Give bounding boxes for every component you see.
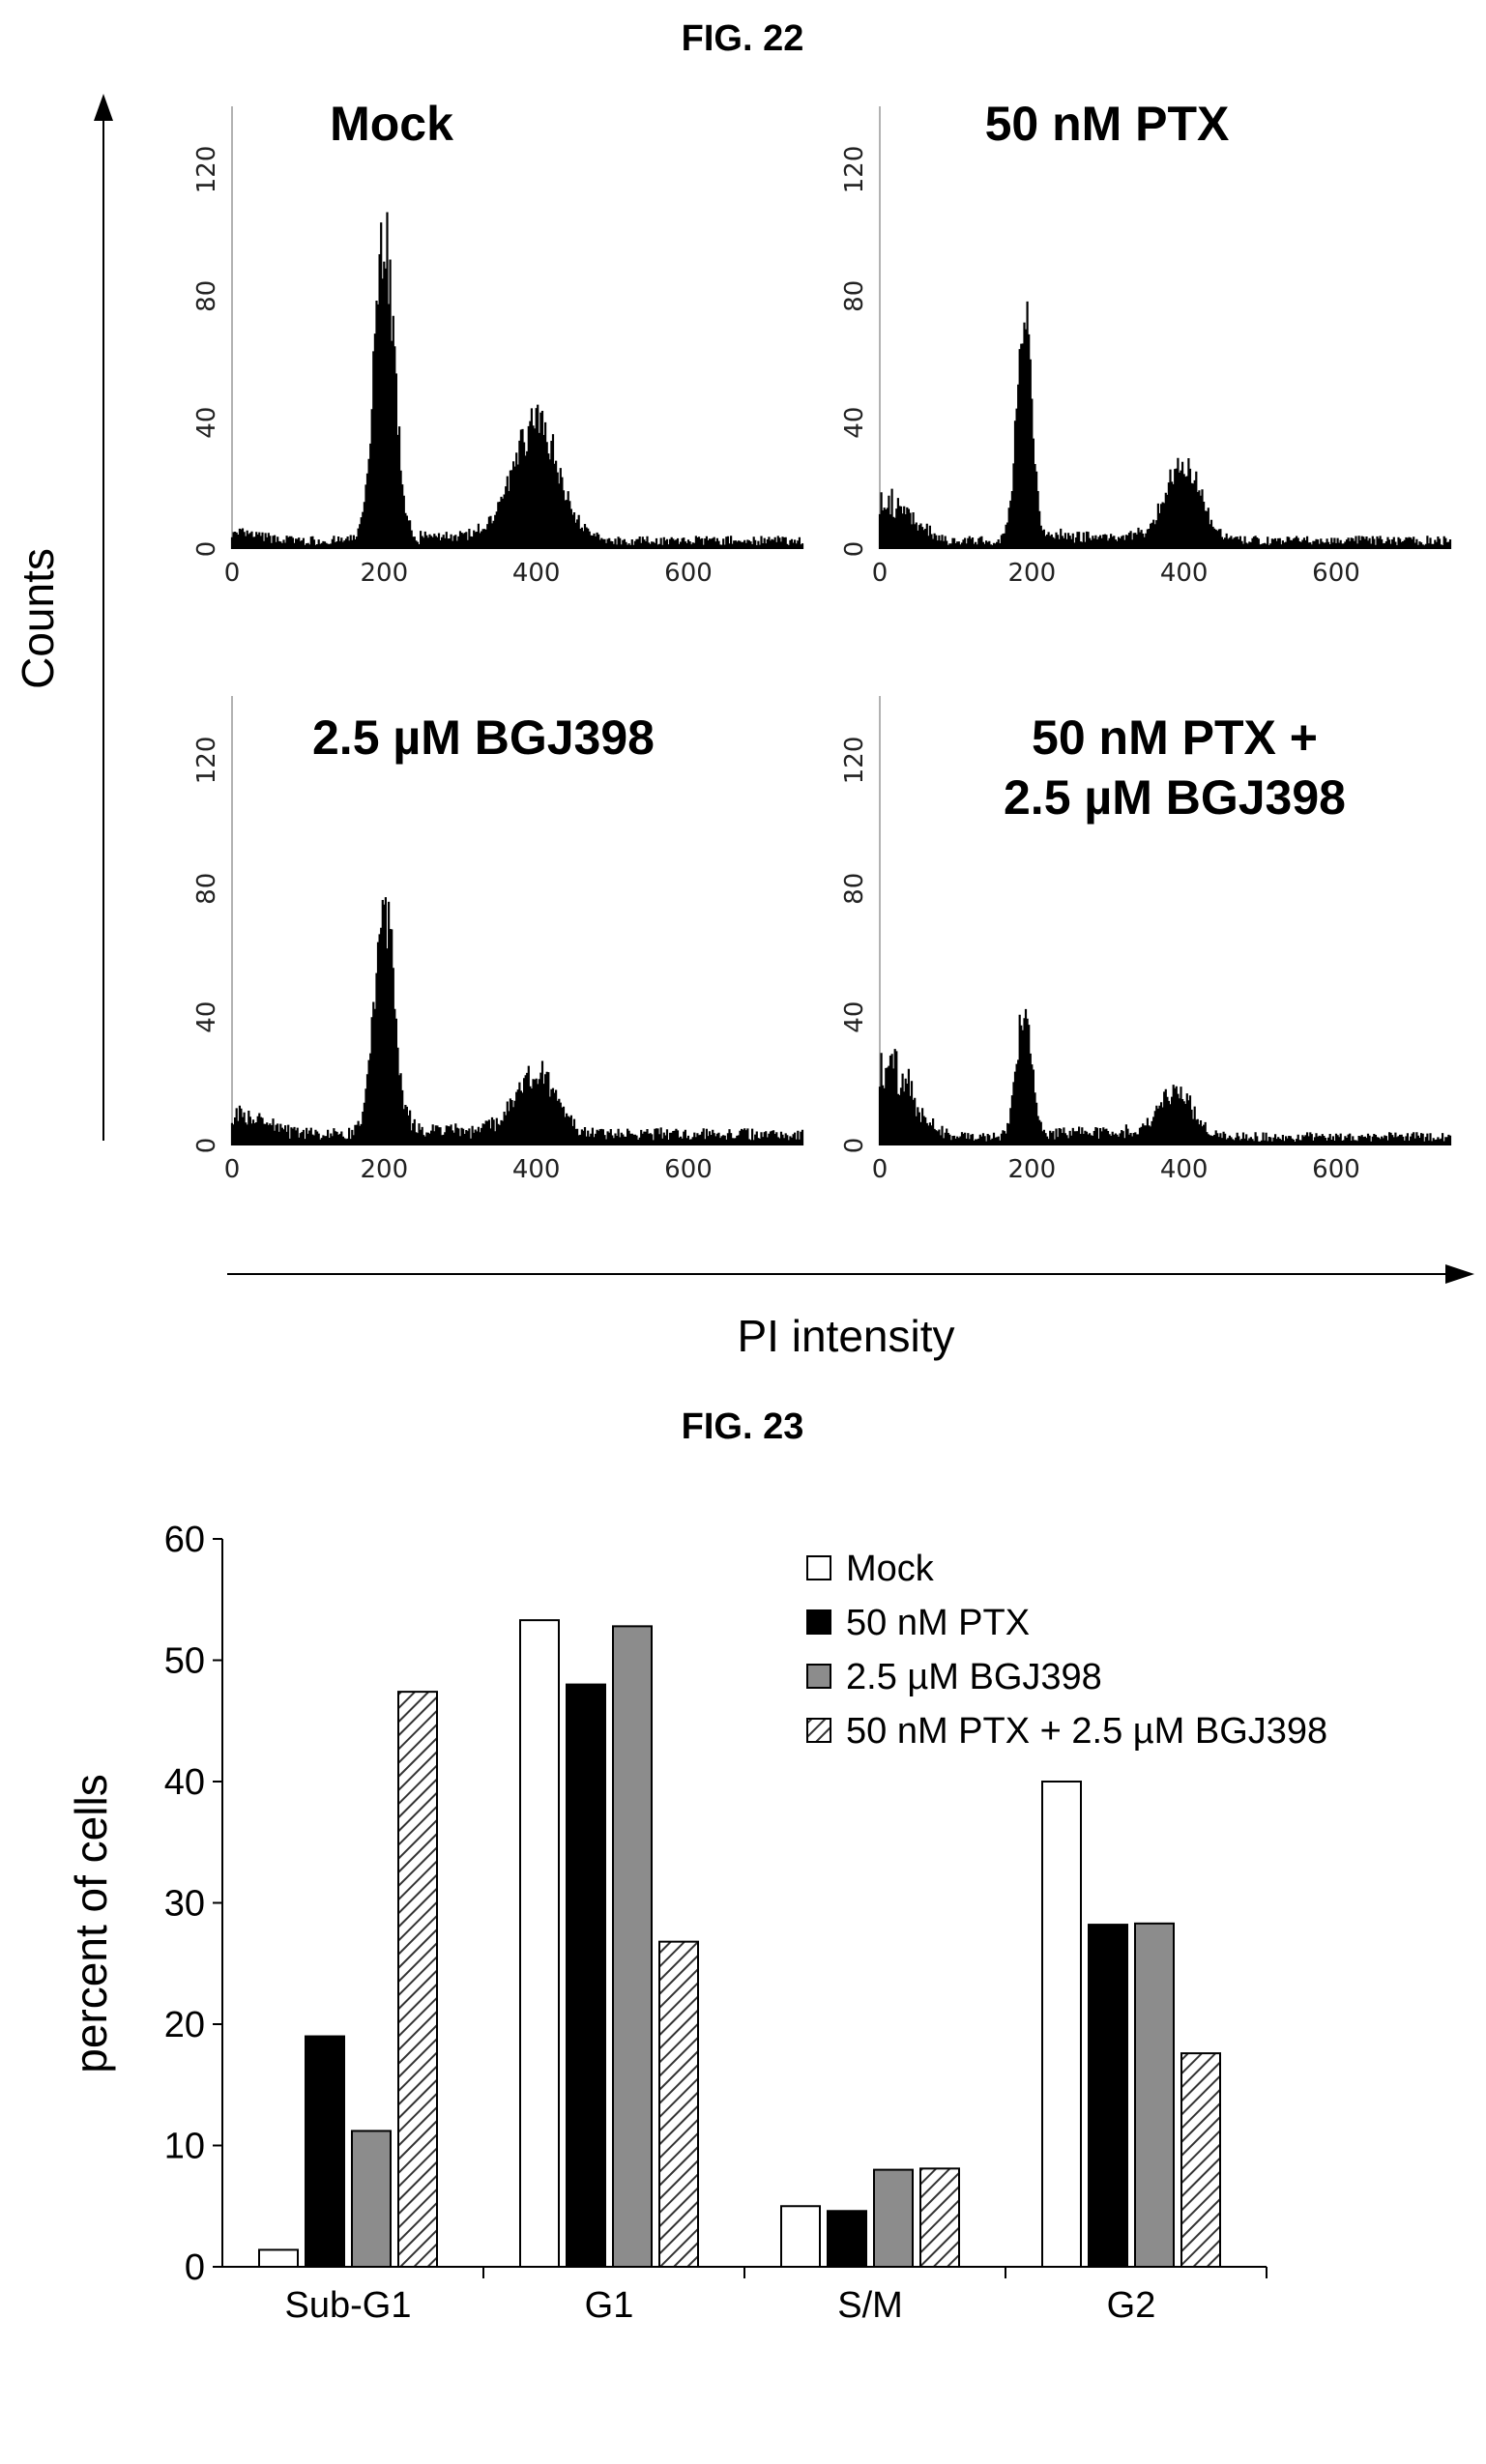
histogram-y-tick-label: 120 (840, 146, 869, 194)
histogram-distribution (230, 897, 804, 1145)
bar-category-label: G2 (1107, 2285, 1156, 2326)
histogram-x-tick-label: 200 (361, 559, 409, 588)
bar-y-tick-label: 0 (185, 2247, 205, 2288)
histogram-panel-2: 0 40 80 120 0 200 400 600 50 nM PTX (840, 97, 1452, 588)
histogram-y-tick-label: 40 (192, 1001, 221, 1033)
histogram-y-tick-label: 80 (840, 873, 869, 905)
histogram-panel-3: 0 40 80 120 0 200 400 600 2.5 µM BGJ398 (192, 696, 804, 1184)
bar (397, 1691, 438, 2268)
bar (919, 2167, 960, 2268)
bar (305, 2035, 345, 2269)
histogram-x-tick-label: 0 (872, 559, 889, 588)
fig22: FIG. 22 Counts PI intensity 0 40 80 120 0 200… (13, 18, 1474, 1361)
bar (1134, 1922, 1175, 2268)
histogram-x-tick-label: 600 (1312, 559, 1360, 588)
legend-entry: Mock (846, 1549, 935, 1589)
legend-entry: 50 nM PTX + 2.5 µM BGJ398 (846, 1711, 1327, 1752)
histogram-y-tick-label: 120 (192, 737, 221, 785)
fig22-label: FIG. 22 (682, 18, 804, 59)
bar-chart: 0 10 20 30 40 50 60 Sub-G1 G1 S/M G2 Mock 50 nM PTX 2… (164, 1520, 1327, 2326)
histogram-y-tick-label: 80 (192, 280, 221, 312)
histogram-x-tick-label: 200 (1008, 559, 1057, 588)
fig23: FIG. 23 percent of cells 0 10 20 30 40 50 60 Su… (66, 1406, 1327, 2326)
bar (1180, 2052, 1221, 2269)
bar-category-label: Sub-G1 (285, 2285, 412, 2326)
histogram-x-tick-label: 200 (1008, 1155, 1057, 1184)
histogram-x-tick-label: 400 (512, 1155, 561, 1184)
histogram-x-tick-label: 200 (361, 1155, 409, 1184)
histogram-y-tick-label: 0 (840, 541, 869, 558)
histogram-y-tick-label: 80 (192, 873, 221, 905)
bar (566, 1683, 606, 2268)
bar (258, 2248, 299, 2268)
histogram-x-tick-label: 0 (872, 1155, 889, 1184)
histogram-y-tick-label: 0 (840, 1138, 869, 1154)
bar (780, 2205, 821, 2268)
legend-entry: 50 nM PTX (846, 1603, 1030, 1643)
bar-y-tick-label: 20 (164, 2005, 205, 2045)
legend-swatch (806, 1609, 831, 1635)
histogram-y-tick-label: 0 (192, 541, 221, 558)
bar (519, 1619, 560, 2268)
bar-category-label: S/M (837, 2285, 903, 2326)
fig23-label: FIG. 23 (682, 1406, 804, 1447)
bar-y-axis-title: percent of cells (66, 1774, 116, 2073)
legend-entry: 2.5 µM BGJ398 (846, 1657, 1102, 1697)
legend-swatch (806, 1664, 831, 1689)
bar-y-tick-label: 60 (164, 1520, 205, 1560)
histogram-distribution (878, 1008, 1452, 1145)
bar (351, 2130, 392, 2268)
histogram-x-tick-label: 600 (664, 1155, 713, 1184)
histogram-y-tick-label: 40 (840, 407, 869, 439)
bar-y-tick-label: 30 (164, 1884, 205, 1925)
histogram-y-tick-label: 0 (192, 1138, 221, 1154)
bar (1041, 1781, 1082, 2268)
histogram-y-tick-label: 40 (192, 407, 221, 439)
histogram-x-tick-label: 0 (224, 559, 241, 588)
bar-y-tick-label: 50 (164, 1641, 205, 1682)
histogram-distribution (878, 301, 1452, 549)
bar (873, 2168, 914, 2269)
histogram-x-tick-label: 400 (1160, 559, 1209, 588)
histogram-panel-title: 50 nM PTX + (1032, 710, 1318, 765)
histogram-panel-4: 0 40 80 120 0 200 400 600 50 nM PTX +2.5 µM BGJ3… (840, 696, 1452, 1184)
pi-intensity-axis-title: PI intensity (738, 1311, 955, 1361)
histogram-distribution (230, 212, 804, 549)
histogram-x-tick-label: 400 (512, 559, 561, 588)
histogram-x-tick-label: 0 (224, 1155, 241, 1184)
histogram-panel-title: 2.5 µM BGJ398 (312, 710, 655, 765)
histogram-panel-title: 2.5 µM BGJ398 (1004, 770, 1346, 825)
histogram-y-tick-label: 120 (192, 146, 221, 194)
counts-axis-title: Counts (13, 548, 63, 689)
bar-y-tick-label: 10 (164, 2127, 205, 2167)
histogram-x-tick-label: 600 (664, 559, 713, 588)
histogram-x-tick-label: 600 (1312, 1155, 1360, 1184)
histogram-panel-title: 50 nM PTX (985, 97, 1230, 151)
bar (658, 1940, 699, 2269)
bar-y-tick-label: 40 (164, 1762, 205, 1803)
pi-intensity-axis-arrow (227, 1264, 1474, 1284)
legend-swatch (806, 1555, 831, 1580)
histogram-panel-1: 0 40 80 120 0 200 400 600 Mock (192, 97, 804, 588)
histogram-panel-title: Mock (330, 97, 453, 151)
counts-axis-arrow (94, 94, 113, 1141)
histogram-y-tick-label: 120 (840, 737, 869, 785)
bar (827, 2210, 867, 2269)
bar (1088, 1924, 1128, 2268)
bar-category-label: G1 (585, 2285, 634, 2326)
bar (612, 1625, 653, 2268)
histogram-y-tick-label: 80 (840, 280, 869, 312)
legend-swatch (806, 1718, 831, 1743)
histogram-x-tick-label: 400 (1160, 1155, 1209, 1184)
histogram-y-tick-label: 40 (840, 1001, 869, 1033)
